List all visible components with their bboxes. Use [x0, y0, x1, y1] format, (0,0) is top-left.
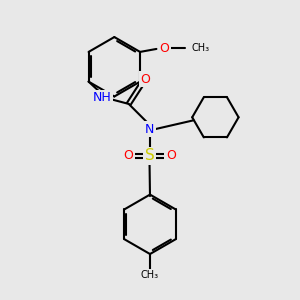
- Text: O: O: [123, 149, 133, 162]
- Text: S: S: [145, 148, 154, 164]
- Text: O: O: [166, 149, 176, 162]
- Text: O: O: [141, 73, 151, 86]
- Text: O: O: [160, 42, 170, 55]
- Text: N: N: [145, 123, 154, 136]
- Text: NH: NH: [93, 92, 111, 104]
- Text: CH₃: CH₃: [141, 270, 159, 280]
- Text: CH₃: CH₃: [191, 44, 209, 53]
